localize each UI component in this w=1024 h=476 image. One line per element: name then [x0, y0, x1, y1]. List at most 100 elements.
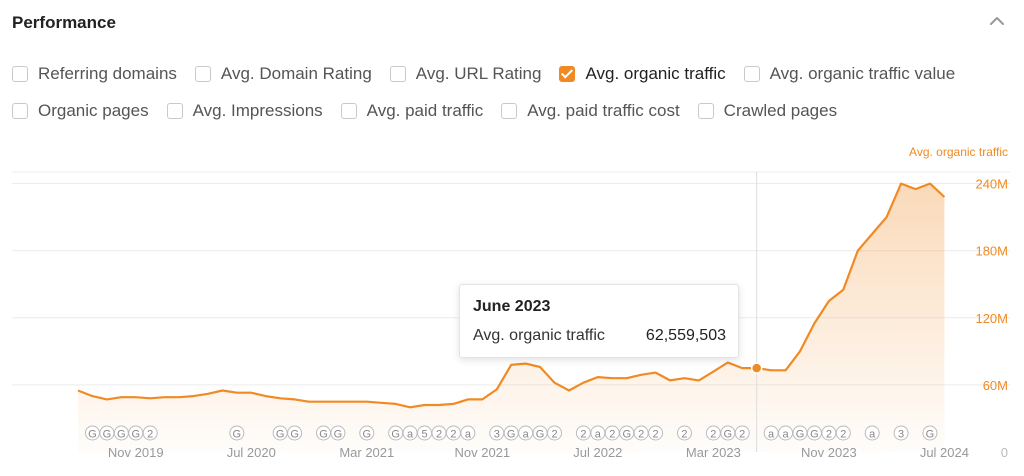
annotation-label: G — [622, 429, 631, 441]
annotation-marker — [922, 425, 938, 441]
annotation-marker — [864, 425, 880, 441]
annotation-label: 5 — [421, 429, 427, 441]
metric-label: Avg. organic traffic — [585, 64, 726, 83]
checkbox-checked[interactable] — [559, 66, 576, 82]
annotation-label: a — [782, 429, 789, 441]
checkbox[interactable] — [166, 103, 183, 119]
metric-label: Avg. paid traffic — [366, 101, 484, 120]
metric-label: Avg. Impressions — [192, 101, 323, 120]
checkbox[interactable] — [340, 103, 357, 119]
annotation-label: G — [117, 429, 126, 441]
metric-avg-paid-traffic[interactable]: Avg. paid traffic — [340, 101, 484, 121]
annotation-label: a — [768, 429, 775, 441]
metric-avg-organic-traffic-value[interactable]: Avg. organic traffic value — [743, 64, 956, 84]
y-tick-label: 0 — [1001, 445, 1008, 460]
y-axis-label: Avg. organic traffic — [909, 145, 1008, 159]
annotation-label: G — [536, 429, 545, 441]
annotation-label: 2 — [739, 429, 745, 441]
highlight-point — [750, 362, 763, 374]
checkbox[interactable] — [743, 66, 760, 82]
metric-avg-domain-rating[interactable]: Avg. Domain Rating — [194, 64, 372, 84]
annotation-marker — [835, 425, 851, 441]
annotation-label: G — [276, 429, 285, 441]
x-tick-label: Nov 2019 — [108, 445, 164, 460]
series-area — [78, 183, 945, 452]
annotation-label: G — [131, 429, 140, 441]
checkbox[interactable] — [697, 103, 714, 119]
x-tick-label: Nov 2021 — [454, 445, 510, 460]
annotation-label: 2 — [450, 429, 456, 441]
metric-label: Avg. paid traffic cost — [527, 101, 680, 120]
annotation-marker — [287, 425, 303, 441]
checkbox[interactable] — [194, 66, 211, 82]
annotation-label: G — [233, 429, 242, 441]
annotation-marker — [330, 425, 346, 441]
annotation-label: 2 — [609, 429, 615, 441]
x-tick-label: Jul 2022 — [573, 445, 622, 460]
metrics-row-2: Organic pages Avg. Impressions Avg. paid… — [12, 101, 855, 121]
metric-label: Organic pages — [38, 101, 149, 120]
metric-label: Referring domains — [38, 64, 177, 83]
annotation-label: a — [523, 429, 530, 441]
metric-avg-paid-traffic-cost[interactable]: Avg. paid traffic cost — [501, 101, 680, 121]
annotation-label: a — [869, 429, 876, 441]
tooltip-title: June 2023 — [473, 298, 551, 315]
annotation-label: G — [796, 429, 805, 441]
annotation-label: a — [465, 429, 472, 441]
y-tick-label: 180M — [975, 244, 1008, 259]
checkbox[interactable] — [389, 66, 406, 82]
section-title: Performance — [12, 13, 116, 32]
checkbox[interactable] — [12, 103, 28, 119]
annotation-marker — [359, 425, 375, 441]
metric-label: Avg. organic traffic value — [769, 64, 956, 83]
annotation-label: G — [724, 429, 733, 441]
chevron-up-icon[interactable] — [988, 14, 1006, 28]
metric-avg-organic-traffic[interactable]: Avg. organic traffic — [559, 64, 726, 84]
metric-referring-domains[interactable]: Referring domains — [12, 64, 177, 84]
annotation-label: G — [103, 429, 112, 441]
tooltip-value: 62,559,503 — [645, 327, 726, 344]
annotation-label: 2 — [840, 429, 846, 441]
x-tick-label: Nov 2023 — [801, 445, 857, 460]
annotation-label: 2 — [551, 429, 557, 441]
annotation-label: 2 — [436, 429, 442, 441]
annotation-marker — [229, 425, 245, 441]
annotation-label: 3 — [494, 429, 500, 441]
annotation-label: G — [507, 429, 516, 441]
metric-label: Avg. URL Rating — [415, 64, 542, 83]
y-tick-label: 120M — [975, 311, 1008, 326]
annotation-label: 2 — [826, 429, 832, 441]
metrics-row-1: Referring domains Avg. Domain Rating Avg… — [12, 64, 973, 84]
annotation-label: 2 — [710, 429, 716, 441]
annotation-marker — [893, 425, 909, 441]
annotation-label: G — [290, 429, 299, 441]
metric-avg-url-rating[interactable]: Avg. URL Rating — [389, 64, 542, 84]
annotation-label: 2 — [638, 429, 644, 441]
series-line — [77, 182, 946, 409]
annotation-label: 2 — [681, 429, 687, 441]
annotation-label: G — [926, 429, 935, 441]
annotation-label: G — [391, 429, 400, 441]
annotation-label: G — [319, 429, 328, 441]
annotation-label: 3 — [898, 429, 904, 441]
annotation-label: G — [88, 429, 97, 441]
annotation-label: 2 — [147, 429, 153, 441]
metric-crawled-pages[interactable]: Crawled pages — [697, 101, 837, 121]
checkbox[interactable] — [12, 66, 28, 82]
x-tick-label: Jul 2020 — [227, 445, 276, 460]
annotation-marker — [142, 425, 158, 441]
annotation-marker — [460, 425, 476, 441]
checkbox[interactable] — [501, 103, 518, 119]
x-tick-label: Mar 2021 — [339, 445, 394, 460]
annotation-label: G — [363, 429, 372, 441]
annotation-marker — [676, 425, 692, 441]
annotation-marker — [648, 425, 664, 441]
metric-organic-pages[interactable]: Organic pages — [12, 101, 149, 121]
annotation-label: G — [810, 429, 819, 441]
annotation-marker — [547, 425, 563, 441]
annotation-marker — [734, 425, 750, 441]
annotation-label: a — [595, 429, 602, 441]
annotation-label: a — [407, 429, 414, 441]
metric-avg-impressions[interactable]: Avg. Impressions — [166, 101, 323, 121]
